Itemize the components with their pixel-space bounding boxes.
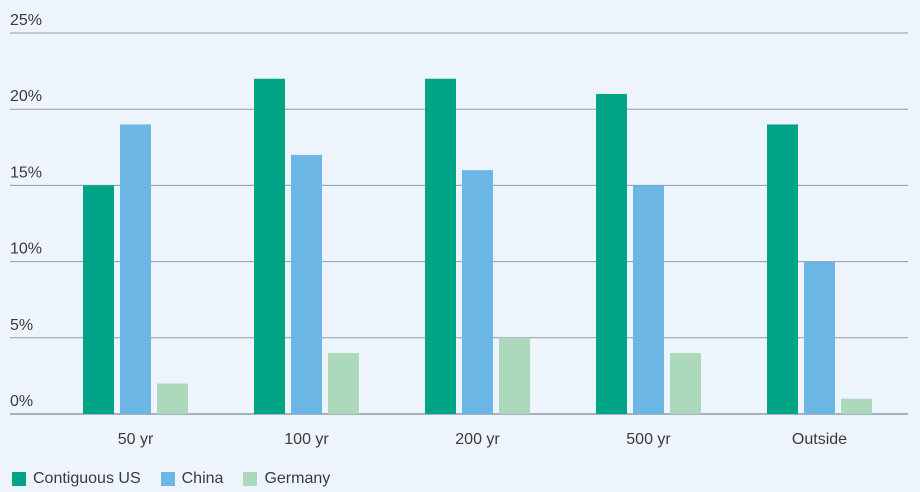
legend: Contiguous US China Germany bbox=[12, 470, 330, 488]
bar-contiguous-us-200-yr bbox=[425, 78, 456, 414]
bar-germany-500-yr bbox=[670, 353, 701, 414]
x-axis-ticks: 50 yr 100 yr 200 yr 500 yr Outside bbox=[118, 431, 847, 448]
bar-china-outside bbox=[804, 261, 835, 414]
bar-germany-100-yr bbox=[328, 353, 359, 414]
y-tick-label: 0% bbox=[10, 393, 33, 410]
x-tick-label: 100 yr bbox=[284, 431, 329, 448]
y-axis-ticks: 0% 5% 10% 15% 20% 25% bbox=[10, 12, 42, 410]
bar-contiguous-us-500-yr bbox=[596, 93, 627, 415]
y-tick-label: 5% bbox=[10, 317, 33, 334]
legend-label-china: China bbox=[181, 470, 224, 487]
bars bbox=[83, 78, 872, 415]
x-tick-label: 500 yr bbox=[626, 431, 671, 448]
bar-contiguous-us-outside bbox=[767, 124, 798, 414]
x-tick-label: 50 yr bbox=[118, 431, 154, 448]
bar-germany-50-yr bbox=[157, 383, 188, 414]
legend-item-contiguous-us: Contiguous US bbox=[12, 470, 141, 488]
bar-contiguous-us-50-yr bbox=[83, 185, 114, 414]
y-tick-label: 15% bbox=[10, 164, 42, 181]
legend-item-china: China bbox=[160, 470, 224, 488]
legend-item-germany: Germany bbox=[243, 470, 330, 488]
y-tick-label: 25% bbox=[10, 12, 42, 29]
bar-china-100-yr bbox=[291, 154, 322, 415]
gridlines bbox=[10, 32, 908, 415]
legend-swatch-germany bbox=[243, 472, 258, 486]
y-tick-label: 20% bbox=[10, 88, 42, 105]
bar-china-500-yr bbox=[633, 185, 664, 414]
bar-china-50-yr bbox=[120, 124, 151, 414]
legend-label-contiguous-us: Contiguous US bbox=[33, 470, 141, 487]
legend-swatch-china bbox=[160, 472, 175, 486]
x-tick-label: Outside bbox=[792, 431, 847, 448]
x-tick-label: 200 yr bbox=[455, 431, 500, 448]
bar-china-200-yr bbox=[462, 170, 493, 414]
legend-swatch-contiguous-us bbox=[12, 472, 26, 486]
bar-contiguous-us-100-yr bbox=[254, 78, 285, 414]
legend-label-germany: Germany bbox=[264, 470, 331, 487]
y-tick-label: 10% bbox=[10, 241, 42, 258]
bar-germany-outside bbox=[841, 398, 872, 414]
bar-germany-200-yr bbox=[499, 337, 530, 414]
